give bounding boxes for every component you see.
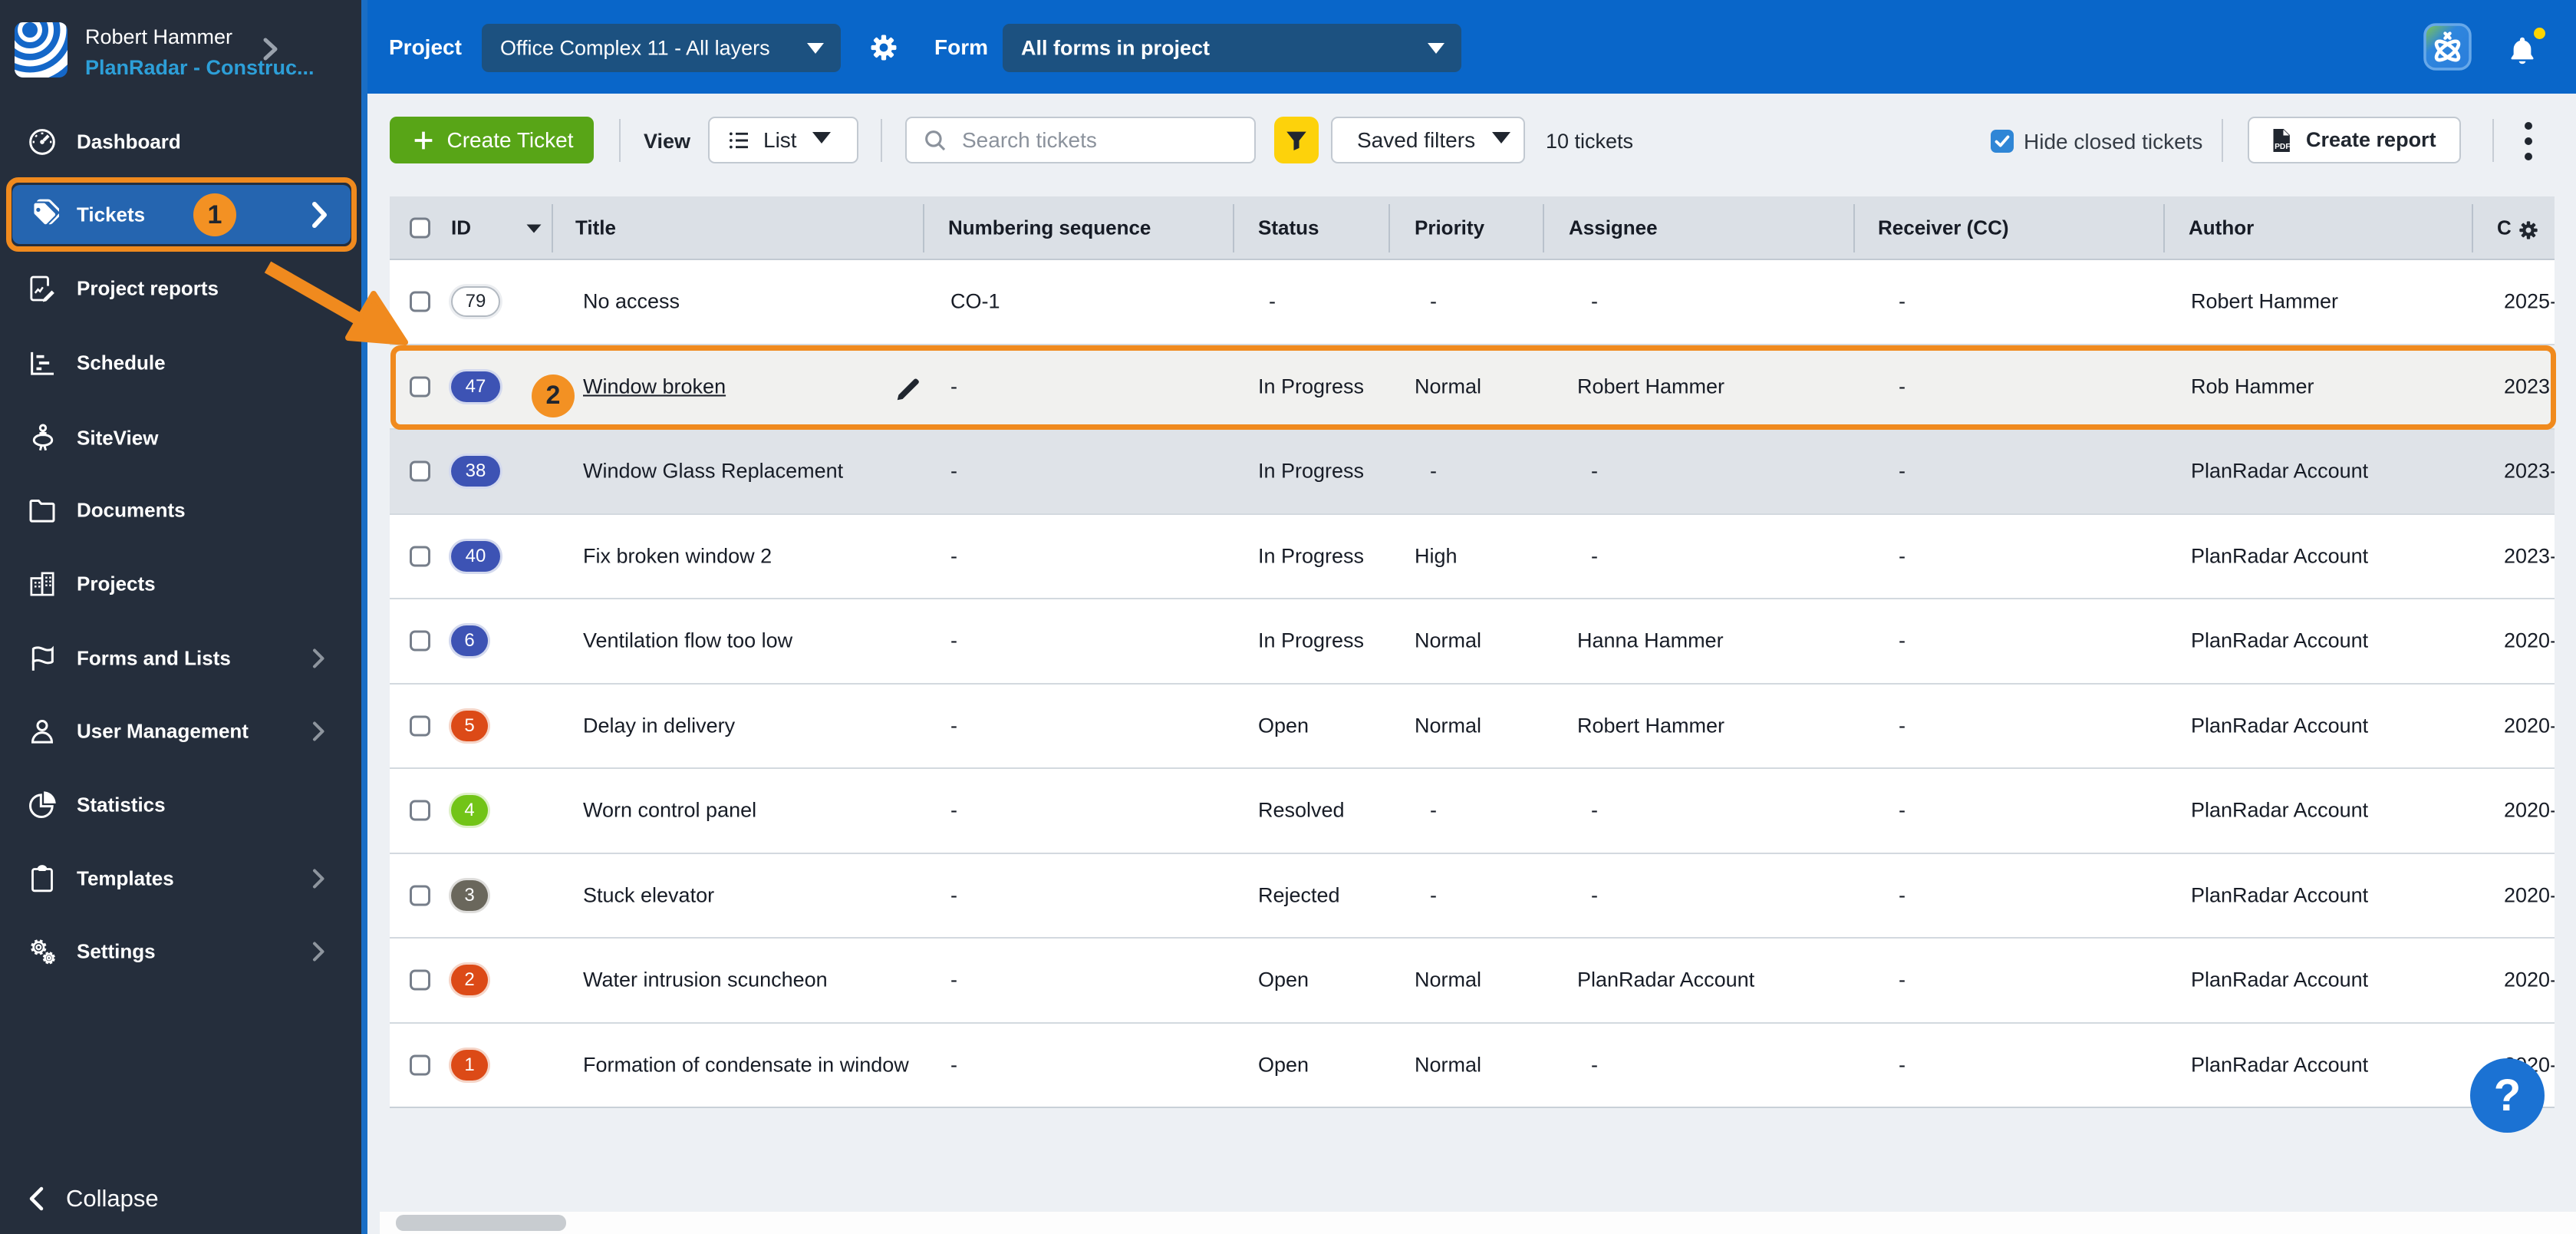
svg-text:PDF: PDF — [2275, 143, 2291, 151]
